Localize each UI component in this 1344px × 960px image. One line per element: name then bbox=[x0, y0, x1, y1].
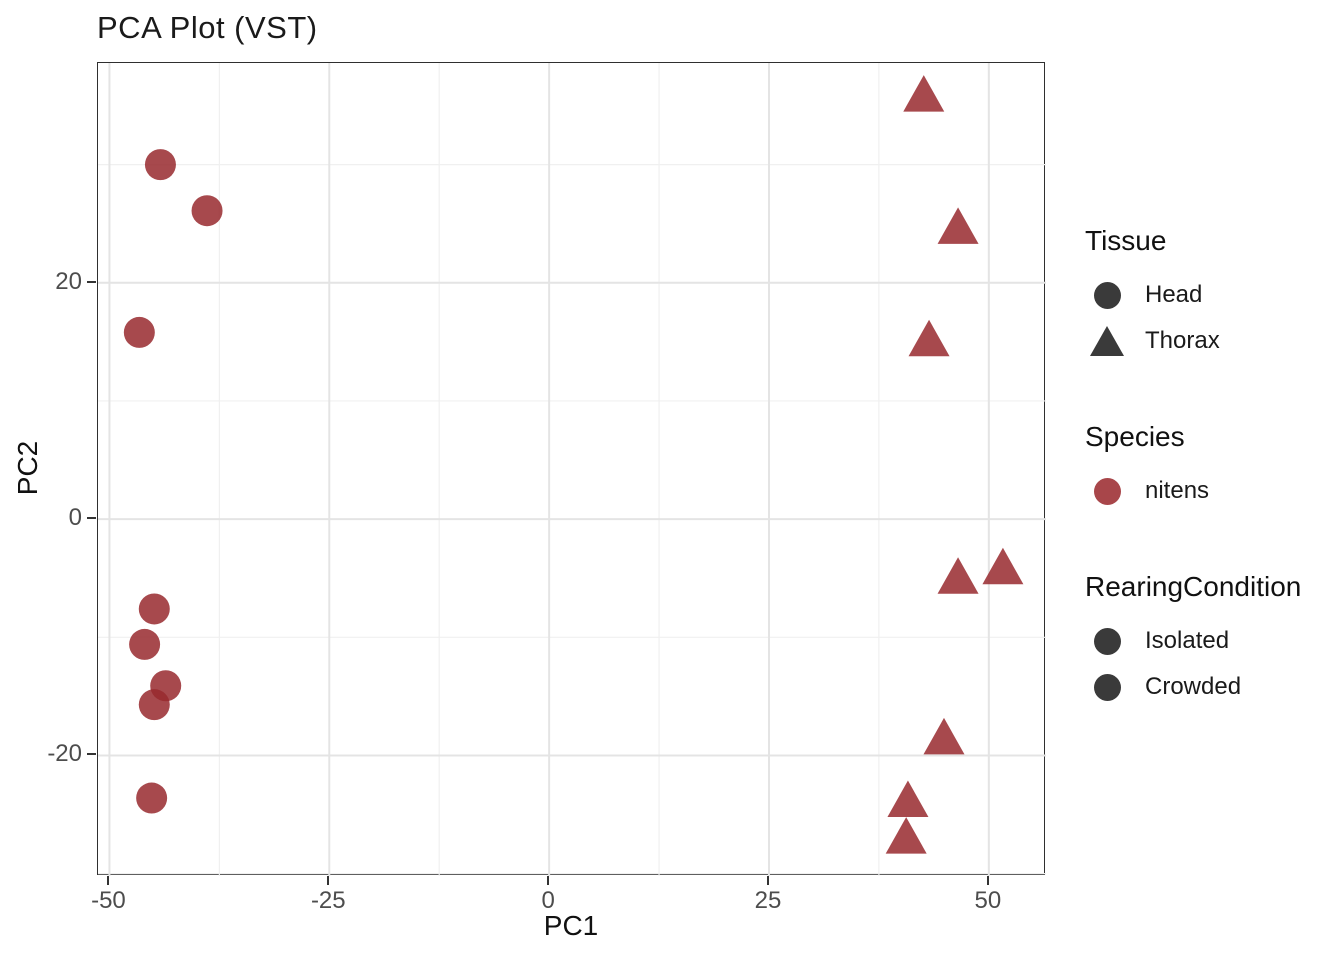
x-tick-mark bbox=[547, 876, 550, 885]
legend-glyph-cell bbox=[1085, 281, 1129, 309]
data-point-thorax bbox=[937, 207, 979, 244]
legend-item-label: Thorax bbox=[1145, 327, 1220, 354]
circle-icon bbox=[1093, 673, 1121, 701]
legend-item-crowded: Crowded bbox=[1085, 664, 1344, 710]
x-tick-mark bbox=[986, 876, 989, 885]
legend-title: Species bbox=[1085, 421, 1185, 452]
data-point-head bbox=[129, 628, 161, 660]
data-point-thorax bbox=[923, 717, 965, 755]
legend-title: Tissue bbox=[1085, 225, 1167, 256]
legend-item-label: Isolated bbox=[1145, 627, 1230, 654]
data-point-thorax bbox=[937, 557, 979, 594]
x-tick-label: -25 bbox=[310, 887, 346, 914]
circle-icon bbox=[1093, 627, 1121, 655]
legend-title: RearingCondition bbox=[1085, 571, 1302, 602]
x-tick-mark bbox=[766, 876, 769, 885]
data-point-thorax bbox=[908, 319, 950, 357]
data-point-head bbox=[138, 689, 170, 721]
data-point-thorax bbox=[887, 780, 929, 818]
legend-glyph-cell bbox=[1085, 627, 1129, 655]
plot-panel bbox=[97, 62, 1046, 876]
data-point-head bbox=[136, 782, 168, 814]
data-point-head bbox=[191, 195, 223, 227]
legend-item-label: Head bbox=[1145, 281, 1203, 308]
legend-glyph-cell bbox=[1085, 326, 1129, 356]
data-point-head bbox=[123, 316, 155, 348]
y-tick-label: 0 bbox=[68, 504, 82, 532]
legend-item-label: nitens bbox=[1145, 477, 1210, 504]
x-axis-title: PC1 bbox=[543, 910, 599, 941]
legend-glyph-cell bbox=[1085, 673, 1129, 701]
x-tick-mark bbox=[327, 876, 330, 885]
y-tick-mark bbox=[87, 753, 96, 756]
legend-item-isolated: Isolated bbox=[1085, 618, 1344, 664]
plot-area-svg bbox=[98, 63, 1046, 876]
legend-item-nitens: nitens bbox=[1085, 468, 1344, 514]
x-tick-label: -50 bbox=[91, 887, 126, 914]
legend-item-label: Crowded bbox=[1145, 673, 1242, 700]
circle-icon bbox=[1093, 281, 1121, 309]
x-tick-label: 25 bbox=[754, 887, 782, 914]
y-tick-label: 20 bbox=[55, 267, 82, 295]
y-tick-label: -20 bbox=[47, 740, 82, 768]
y-tick-mark bbox=[87, 280, 96, 283]
data-point-thorax bbox=[885, 817, 927, 854]
legend-group-rearingcondition: RearingCondition Isolated Crowded bbox=[1085, 570, 1344, 710]
legend-glyph-cell bbox=[1085, 477, 1129, 505]
y-axis-title: PC2 bbox=[12, 440, 43, 496]
x-tick-mark bbox=[107, 876, 110, 885]
legend: Tissue Head Thorax Species nitens RearingCond… bbox=[1085, 224, 1344, 766]
data-point-thorax bbox=[903, 75, 945, 112]
legend-item-head: Head bbox=[1085, 272, 1344, 318]
plot-title: PCA Plot (VST) bbox=[97, 10, 318, 45]
y-tick-mark bbox=[87, 517, 96, 520]
data-point-thorax bbox=[982, 547, 1024, 585]
circle-icon bbox=[1093, 477, 1121, 505]
data-point-head bbox=[144, 149, 176, 181]
data-point-head bbox=[138, 593, 170, 625]
x-tick-label: 0 bbox=[541, 887, 555, 914]
x-tick-label: 50 bbox=[974, 887, 1002, 914]
legend-group-tissue: Tissue Head Thorax bbox=[1085, 224, 1344, 364]
triangle-icon bbox=[1090, 326, 1124, 356]
legend-group-species: Species nitens bbox=[1085, 420, 1344, 514]
legend-item-thorax: Thorax bbox=[1085, 318, 1344, 364]
